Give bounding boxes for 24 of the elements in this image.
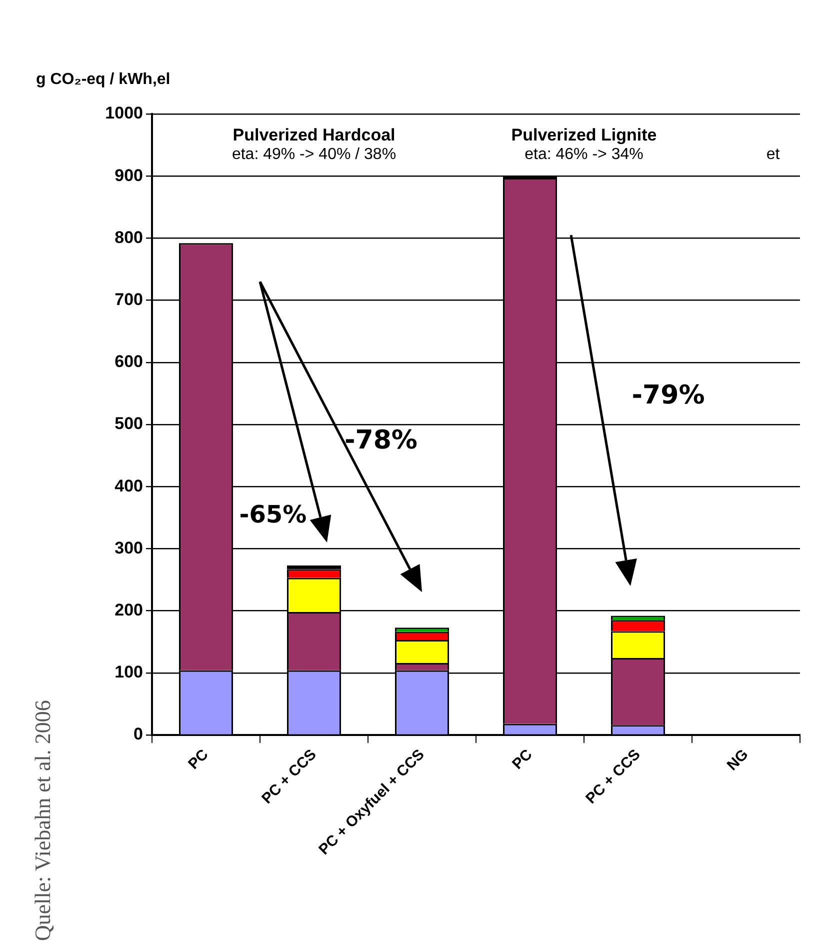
source-note: Quelle: Viebahn et al. 2006 <box>30 700 55 941</box>
y-tick-label: 0 <box>134 724 143 744</box>
annotation: eta: 46% -> 34% <box>524 146 644 163</box>
annotation: Pulverized Lignite <box>511 125 657 144</box>
annotation: Pulverized Hardcoal <box>232 125 396 144</box>
y-tick-label: 1000 <box>105 104 143 123</box>
y-tick-label: 200 <box>114 600 143 620</box>
annotation: -78% <box>344 426 418 456</box>
y-tick-label: 800 <box>114 228 143 247</box>
y-tick-label: 300 <box>114 538 143 558</box>
y-tick-label: 600 <box>114 352 143 372</box>
annotation: -79% <box>632 380 705 410</box>
y-tick-label: 400 <box>114 476 143 496</box>
y-tick-label: 900 <box>114 166 143 185</box>
y-axis-title: g CO₂-eq / kWh,el <box>36 71 170 88</box>
y-tick-label: 500 <box>114 414 143 434</box>
y-tick-label: 100 <box>114 662 143 682</box>
x-tick-label: PC <box>508 746 536 773</box>
annotation: -65% <box>239 500 307 529</box>
annotation: et <box>766 146 780 163</box>
x-tick-label: NG <box>724 746 752 774</box>
y-tick-label: 700 <box>114 290 143 309</box>
annotation: eta: 49% -> 40% / 38% <box>232 146 396 163</box>
x-tick-label: PC <box>184 746 212 773</box>
